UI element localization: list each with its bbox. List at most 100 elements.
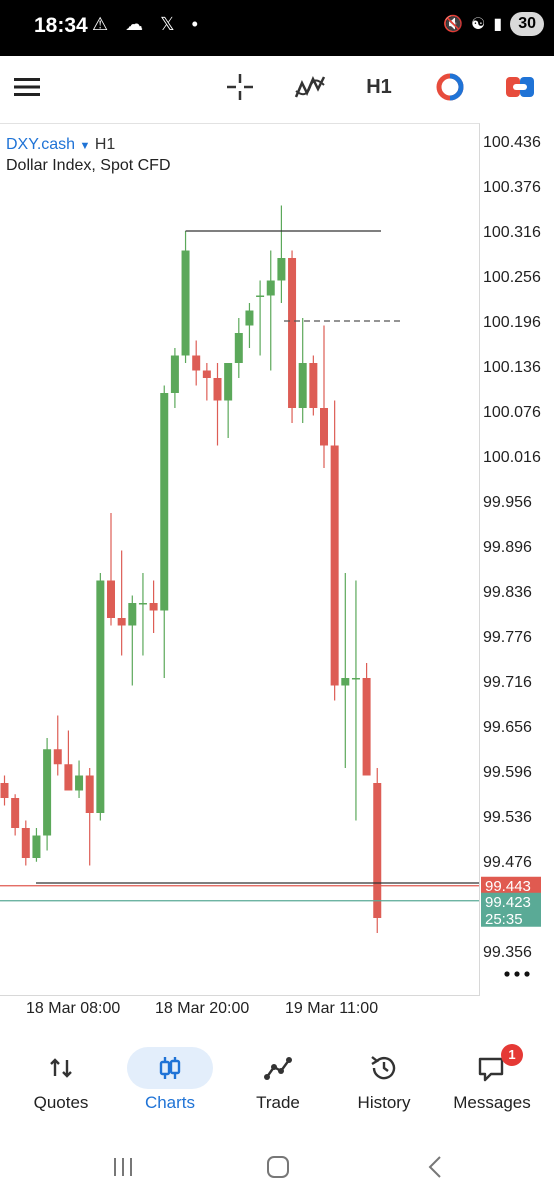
nav-quotes-label: Quotes	[33, 1093, 89, 1112]
candle-bull	[138, 603, 147, 605]
candle-bear	[64, 764, 73, 791]
nav-messages[interactable]: 1 Messages	[437, 1040, 547, 1130]
y-tick-label: 100.196	[483, 314, 541, 331]
system-navigation	[0, 1135, 554, 1200]
candle-bear	[149, 603, 158, 611]
status-time: 18:34	[34, 14, 88, 37]
y-tick-label: 100.136	[483, 359, 541, 376]
chart-toolbar: H1	[0, 56, 554, 118]
candle-bear	[362, 678, 371, 776]
menu-button[interactable]	[12, 66, 42, 108]
more-options-icon[interactable]	[524, 971, 530, 977]
nav-trade[interactable]: Trade	[223, 1040, 333, 1130]
one-click-trading-icon	[436, 73, 464, 101]
candle-bear	[192, 355, 201, 371]
battery-indicator: 30	[510, 12, 544, 36]
notification-icons: ⚠ ☁ 𝕏 •	[92, 14, 204, 34]
y-tick-label: 99.476	[483, 854, 532, 871]
candle-countdown: 25:35	[485, 911, 523, 928]
candle-bear	[85, 775, 94, 813]
ask-label-bg	[481, 892, 541, 927]
charts-icon	[127, 1047, 213, 1089]
candle-bull	[96, 580, 105, 813]
candle-bear	[202, 370, 211, 378]
recent-apps-button[interactable]	[108, 1153, 138, 1181]
candle-bear	[320, 408, 328, 446]
chart-frame	[0, 123, 480, 996]
messages-icon	[437, 1046, 547, 1090]
candle-bear	[21, 828, 30, 858]
trade-chart-icon	[223, 1046, 333, 1090]
candle-bull	[341, 678, 350, 686]
candle-bull	[298, 363, 307, 408]
x-tick-label: 18 Mar 08:00	[26, 1000, 120, 1017]
y-tick-label: 99.896	[483, 539, 532, 556]
crosshair-icon	[227, 74, 253, 100]
candle-bull	[32, 835, 41, 858]
y-tick-label: 100.076	[483, 404, 541, 421]
candle-bear	[330, 445, 339, 686]
nav-charts-label: Charts	[144, 1093, 196, 1112]
y-tick-label: 100.376	[483, 179, 541, 196]
timeframe-button[interactable]: H1	[366, 75, 392, 98]
indicators-icon	[294, 76, 326, 98]
home-button[interactable]	[263, 1153, 293, 1181]
candle-bear	[373, 783, 382, 918]
candle-bear	[213, 378, 222, 401]
y-tick-label: 99.656	[483, 719, 532, 736]
ask-price-label: 99.423	[485, 894, 531, 911]
candle-bull	[181, 250, 190, 356]
bottom-navigation: Quotes Charts Trade	[0, 1040, 554, 1130]
x-tick-label: 18 Mar 20:00	[155, 1000, 249, 1017]
more-options-icon[interactable]	[514, 971, 520, 977]
back-button[interactable]	[420, 1153, 450, 1181]
candle-bear	[117, 618, 126, 626]
y-tick-label: 99.956	[483, 494, 532, 511]
crosshair-button[interactable]	[222, 66, 258, 108]
y-tick-label: 99.716	[483, 674, 532, 691]
candle-bull	[266, 280, 275, 296]
nav-trade-label: Trade	[256, 1093, 300, 1112]
x-tick-label: 19 Mar 11:00	[285, 1000, 378, 1017]
bid-label-bg	[481, 876, 541, 894]
one-click-trading-button[interactable]	[432, 66, 468, 108]
indicators-button[interactable]	[292, 66, 328, 108]
chevron-down-icon: ▼	[79, 140, 91, 152]
wifi-icon: ☯	[471, 16, 486, 33]
candle-bull	[128, 603, 137, 626]
symbol-name: DXY.cash	[6, 136, 76, 153]
quotes-icon	[6, 1046, 116, 1090]
symbol-timeframe: H1	[94, 136, 116, 153]
system-status: 🔇 ☯ ▮ 30	[443, 12, 544, 36]
signal-icon: ▮	[493, 16, 503, 33]
recent-apps-icon	[114, 1158, 132, 1176]
trade-button[interactable]	[502, 66, 538, 108]
y-tick-label: 99.776	[483, 629, 532, 646]
messages-badge: 1	[501, 1044, 523, 1066]
symbol-selector[interactable]: DXY.cash ▼ H1	[6, 136, 115, 154]
more-options-icon[interactable]	[504, 971, 510, 977]
nav-history-label: History	[357, 1093, 411, 1112]
y-tick-label: 100.316	[483, 224, 541, 241]
y-tick-label: 99.836	[483, 584, 532, 601]
candle-bear	[0, 783, 9, 798]
nav-quotes[interactable]: Quotes	[6, 1040, 116, 1130]
back-icon	[428, 1156, 441, 1178]
nav-charts[interactable]: Charts	[115, 1040, 225, 1130]
y-tick-label: 99.356	[483, 944, 532, 961]
price-chart[interactable]: 100.436 100.376 100.316 100.256 100.196 100.1…	[0, 123, 554, 1023]
candle-bull	[234, 333, 243, 363]
candle-bull	[245, 310, 254, 326]
candle-bull	[43, 749, 52, 836]
candle-bull	[351, 678, 360, 680]
candle-bull	[160, 393, 169, 611]
y-tick-label: 100.256	[483, 269, 541, 286]
candle-bull	[256, 295, 265, 297]
candle-bear	[53, 749, 62, 765]
history-icon	[329, 1046, 439, 1090]
hamburger-icon	[14, 78, 40, 96]
home-icon	[267, 1156, 289, 1178]
nav-history[interactable]: History	[329, 1040, 439, 1130]
nav-messages-label: Messages	[453, 1093, 531, 1112]
y-tick-label: 100.436	[483, 134, 541, 151]
